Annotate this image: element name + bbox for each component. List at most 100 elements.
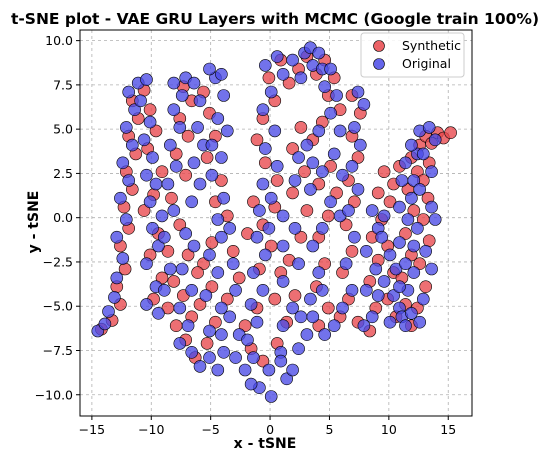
point-synthetic	[262, 71, 276, 85]
point-original	[223, 222, 236, 235]
point-original	[211, 363, 225, 377]
point-original	[389, 262, 403, 276]
point-synthetic	[339, 218, 353, 232]
point-original	[187, 156, 201, 170]
point-synthetic	[143, 103, 157, 116]
point-original	[203, 248, 216, 262]
point-original	[425, 200, 438, 214]
point-original	[140, 298, 153, 311]
point-original	[215, 68, 228, 81]
point-original	[167, 103, 181, 116]
legend: Synthetic Original	[360, 32, 465, 78]
point-original	[413, 183, 427, 196]
point-original	[247, 351, 260, 364]
point-original	[203, 324, 216, 338]
point-original	[336, 301, 349, 315]
x-tick-label: 15	[440, 422, 456, 437]
legend-label-synthetic: Synthetic	[402, 38, 461, 53]
point-original	[205, 138, 219, 152]
y-tick-label: 2.5	[53, 166, 73, 181]
point-original	[401, 213, 415, 226]
point-original	[164, 262, 177, 276]
point-original	[152, 306, 165, 320]
x-tick-label: 10	[381, 422, 397, 437]
point-original	[258, 142, 272, 155]
point-synthetic	[351, 151, 365, 164]
point-original	[244, 377, 258, 391]
point-original	[120, 121, 133, 134]
point-synthetic	[161, 245, 175, 258]
point-synthetic	[419, 280, 433, 294]
point-original	[405, 306, 418, 320]
point-synthetic	[413, 257, 427, 271]
point-original	[407, 174, 421, 187]
point-original	[416, 147, 430, 161]
point-original	[416, 292, 430, 306]
point-original	[258, 59, 272, 72]
point-original	[324, 62, 337, 76]
point-original	[348, 230, 361, 244]
point-original	[167, 76, 181, 90]
point-original	[425, 262, 438, 276]
point-original	[312, 266, 326, 279]
point-original	[173, 121, 187, 134]
point-original	[193, 360, 207, 373]
point-original	[211, 112, 225, 125]
point-original	[122, 174, 135, 187]
point-synthetic	[282, 76, 296, 90]
point-synthetic	[268, 292, 282, 306]
point-original	[229, 351, 242, 364]
point-original	[306, 156, 320, 170]
point-original	[357, 319, 371, 333]
point-original	[264, 85, 278, 99]
point-original	[185, 283, 198, 297]
point-original	[286, 53, 299, 67]
point-original	[292, 342, 305, 356]
point-original	[262, 222, 276, 235]
point-original	[357, 98, 371, 111]
point-original	[425, 165, 438, 178]
point-original	[300, 328, 314, 341]
point-original	[256, 103, 270, 116]
point-original	[399, 156, 412, 170]
point-original	[221, 124, 234, 138]
point-original	[256, 283, 270, 297]
point-original	[215, 301, 228, 315]
point-original	[399, 319, 412, 333]
legend-marker-synthetic	[373, 40, 385, 52]
point-original	[327, 147, 341, 161]
point-synthetic	[238, 319, 252, 333]
point-original	[140, 168, 153, 182]
point-original	[173, 337, 187, 350]
point-original	[288, 174, 302, 187]
point-original	[116, 156, 130, 170]
point-original	[383, 248, 397, 262]
point-synthetic	[169, 319, 183, 333]
point-synthetic	[181, 129, 195, 143]
y-axis-label: y - tSNE	[26, 191, 42, 254]
point-original	[276, 275, 290, 288]
point-original	[270, 50, 284, 63]
point-original	[217, 89, 230, 102]
point-original	[393, 236, 406, 249]
point-original	[120, 213, 133, 226]
point-original	[128, 103, 141, 116]
point-original	[312, 124, 326, 138]
point-original	[292, 257, 305, 271]
point-original	[359, 245, 373, 258]
point-original	[292, 151, 305, 164]
point-original	[137, 133, 151, 147]
point-original	[276, 319, 290, 333]
point-original	[342, 204, 355, 217]
x-tick-label: 5	[325, 422, 333, 437]
y-tick-label: −2.5	[43, 254, 73, 269]
point-synthetic	[348, 195, 361, 209]
point-synthetic	[407, 204, 421, 217]
point-original	[318, 80, 332, 93]
point-original	[211, 213, 225, 226]
point-original	[161, 177, 175, 191]
point-original	[369, 262, 383, 276]
point-synthetic	[377, 165, 391, 178]
point-original	[294, 310, 308, 324]
point-synthetic	[399, 227, 412, 240]
